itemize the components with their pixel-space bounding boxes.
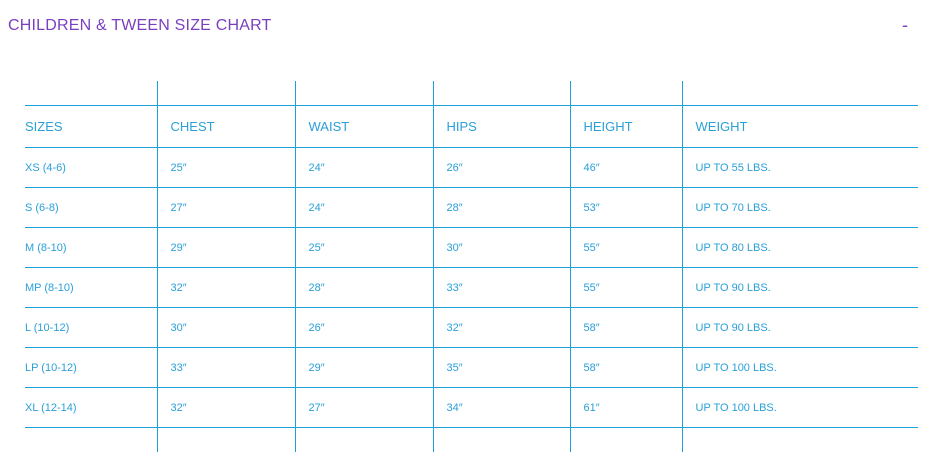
table-row: XL (12-14) 32″ 27″ 34″ 61″ UP TO 100 LBS.: [25, 387, 918, 428]
spacer-row: [25, 81, 918, 106]
cell-sizes: L (10-12): [25, 321, 70, 334]
cell-hips: 33″: [432, 267, 570, 308]
cell-weight: UP TO 90 LBS.: [681, 307, 918, 348]
cell-hips: 28″: [432, 187, 570, 228]
cell-height: HEIGHT: [569, 105, 682, 148]
cell-sizes: XS (4-6): [25, 161, 66, 174]
empty-cell: [432, 427, 570, 452]
size-chart-table: SIZES CHEST WAIST HIPS HEIGHT WEIGHT XS (4-6) 2…: [25, 81, 918, 452]
cell-hips: 32″: [432, 307, 570, 348]
cell-height: 46″: [569, 147, 682, 188]
cell-waist: WAIST: [294, 105, 433, 148]
empty-cell: [156, 427, 295, 452]
cell-sizes: M (8-10): [25, 241, 67, 254]
cell-chest: 30″: [156, 307, 295, 348]
cell-hips: 26″: [432, 147, 570, 188]
cell-height: 61″: [569, 387, 682, 428]
cell-waist: 26″: [294, 307, 433, 348]
cell-sizes: MP (8-10): [25, 281, 74, 294]
table-row: MP (8-10) 32″ 28″ 33″ 55″ UP TO 90 LBS.: [25, 267, 918, 308]
cell-weight: UP TO 100 LBS.: [681, 347, 918, 388]
cell-sizes: SIZES: [25, 119, 63, 134]
cell-chest: 33″: [156, 347, 295, 388]
cell-hips: 34″: [432, 387, 570, 428]
cell-height: 58″: [569, 347, 682, 388]
empty-cell: [25, 428, 157, 453]
table-row: S (6-8) 27″ 24″ 28″ 53″ UP TO 70 LBS.: [25, 187, 918, 228]
cell-waist: 25″: [294, 227, 433, 268]
cell-chest: 25″: [156, 147, 295, 188]
cell-height: 53″: [569, 187, 682, 228]
empty-cell: [294, 427, 433, 452]
table-row: L (10-12) 30″ 26″ 32″ 58″ UP TO 90 LBS.: [25, 307, 918, 348]
cell-chest: 32″: [156, 267, 295, 308]
cell-waist: 27″: [294, 387, 433, 428]
cell-weight: UP TO 70 LBS.: [681, 187, 918, 228]
empty-cell: [569, 427, 682, 452]
spacer-row: [25, 427, 918, 453]
cell-weight: WEIGHT: [681, 105, 918, 148]
cell-weight: UP TO 100 LBS.: [681, 387, 918, 428]
cell-height: 55″: [569, 227, 682, 268]
cell-sizes: S (6-8): [25, 201, 59, 214]
cell-height: 58″: [569, 307, 682, 348]
cell-hips: HIPS: [432, 105, 570, 148]
cell-hips: 35″: [432, 347, 570, 388]
cell-weight: UP TO 90 LBS.: [681, 267, 918, 308]
cell-waist: 28″: [294, 267, 433, 308]
cell-weight: UP TO 80 LBS.: [681, 227, 918, 268]
table-row: M (8-10) 29″ 25″ 30″ 55″ UP TO 80 LBS.: [25, 227, 918, 268]
cell-chest: 29″: [156, 227, 295, 268]
cell-hips: 30″: [432, 227, 570, 268]
cell-waist: 24″: [294, 147, 433, 188]
cell-chest: 32″: [156, 387, 295, 428]
cell-chest: CHEST: [156, 105, 295, 148]
empty-cell: [681, 427, 918, 452]
cell-sizes: XL (12-14): [25, 401, 77, 414]
table-row: LP (10-12) 33″ 29″ 35″ 58″ UP TO 100 LBS.: [25, 347, 918, 388]
table-row: XS (4-6) 25″ 24″ 26″ 46″ UP TO 55 LBS.: [25, 147, 918, 188]
collapse-toggle[interactable]: -: [902, 15, 908, 35]
cell-height: 55″: [569, 267, 682, 308]
header-row: SIZES CHEST WAIST HIPS HEIGHT WEIGHT: [25, 105, 918, 148]
cell-chest: 27″: [156, 187, 295, 228]
page-title: CHILDREN & TWEEN SIZE CHART: [8, 17, 272, 34]
cell-sizes: LP (10-12): [25, 361, 77, 374]
cell-waist: 24″: [294, 187, 433, 228]
cell-weight: UP TO 55 LBS.: [681, 147, 918, 188]
cell-waist: 29″: [294, 347, 433, 388]
